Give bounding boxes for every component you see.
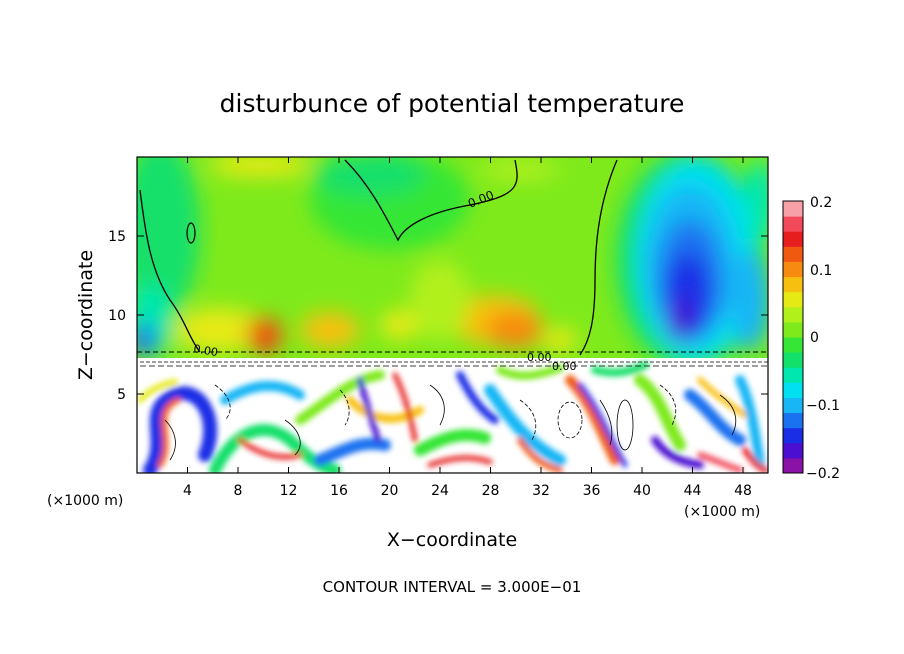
colorbar-tick-label: 0	[810, 330, 819, 346]
colorbar-segment	[783, 231, 803, 247]
colorbar-segment	[783, 337, 803, 353]
colorbar-tick-label: −0.1	[806, 398, 840, 414]
x-tick-label: 24	[431, 483, 449, 499]
x-tick-label: 8	[234, 483, 243, 499]
colorbar-segment	[783, 367, 803, 383]
y-axis-title: Z−coordinate	[75, 250, 97, 380]
colorbar-frame	[782, 200, 804, 474]
contour-label-right: 0.00	[552, 360, 577, 373]
colorbar-segment	[783, 216, 803, 232]
colorbar-tick-label: 0.1	[810, 263, 832, 279]
y-tick-label: 15	[108, 229, 126, 245]
x-tick-label: 44	[684, 483, 702, 499]
colorbar-segment	[783, 306, 803, 323]
y-tick-label: 5	[117, 387, 126, 403]
x-tick-label: 32	[532, 483, 550, 499]
x-tick-label: 28	[482, 483, 500, 499]
contour-interval-note: CONTOUR INTERVAL = 3.000E−01	[323, 578, 582, 596]
y-tick-marks	[137, 235, 768, 395]
colorbar-segment	[783, 352, 803, 368]
colorbar	[783, 201, 803, 474]
colorbar-segment	[783, 246, 803, 262]
colorbar-segment	[783, 201, 803, 217]
colorbar-segment	[783, 382, 803, 398]
x-unit-right: (×1000 m)	[684, 504, 760, 520]
x-tick-label: 4	[183, 483, 192, 499]
chart-title: disturbunce of potential temperature	[220, 89, 685, 118]
colorbar-tick-label: −0.2	[806, 466, 840, 482]
colorbar-segment	[783, 442, 803, 459]
colorbar-segment	[783, 412, 803, 429]
x-tick-label: 36	[583, 483, 601, 499]
x-tick-label: 40	[633, 483, 651, 499]
lower-field	[137, 358, 768, 473]
colorbar-segment	[783, 276, 803, 293]
x-unit-left: (×1000 m)	[47, 493, 123, 509]
colorbar-segment	[783, 427, 803, 444]
colorbar-segment	[783, 291, 803, 308]
contour-label-mid: 0.00	[527, 351, 552, 364]
x-tick-label: 48	[734, 483, 752, 499]
colorbar-tick-label: 0.2	[810, 195, 832, 211]
colorbar-segment	[783, 457, 803, 474]
colorbar-segment	[783, 321, 803, 338]
contour-label-left: 0.00	[192, 342, 218, 359]
y-tick-label: 10	[108, 308, 126, 324]
x-tick-marks	[187, 157, 744, 473]
upper-field	[137, 157, 768, 360]
x-tick-label: 16	[330, 483, 348, 499]
x-axis-title: X−coordinate	[387, 529, 517, 551]
x-tick-label: 20	[381, 483, 399, 499]
colorbar-segment	[783, 397, 803, 414]
colorbar-segment	[783, 261, 803, 278]
x-tick-label: 12	[280, 483, 298, 499]
